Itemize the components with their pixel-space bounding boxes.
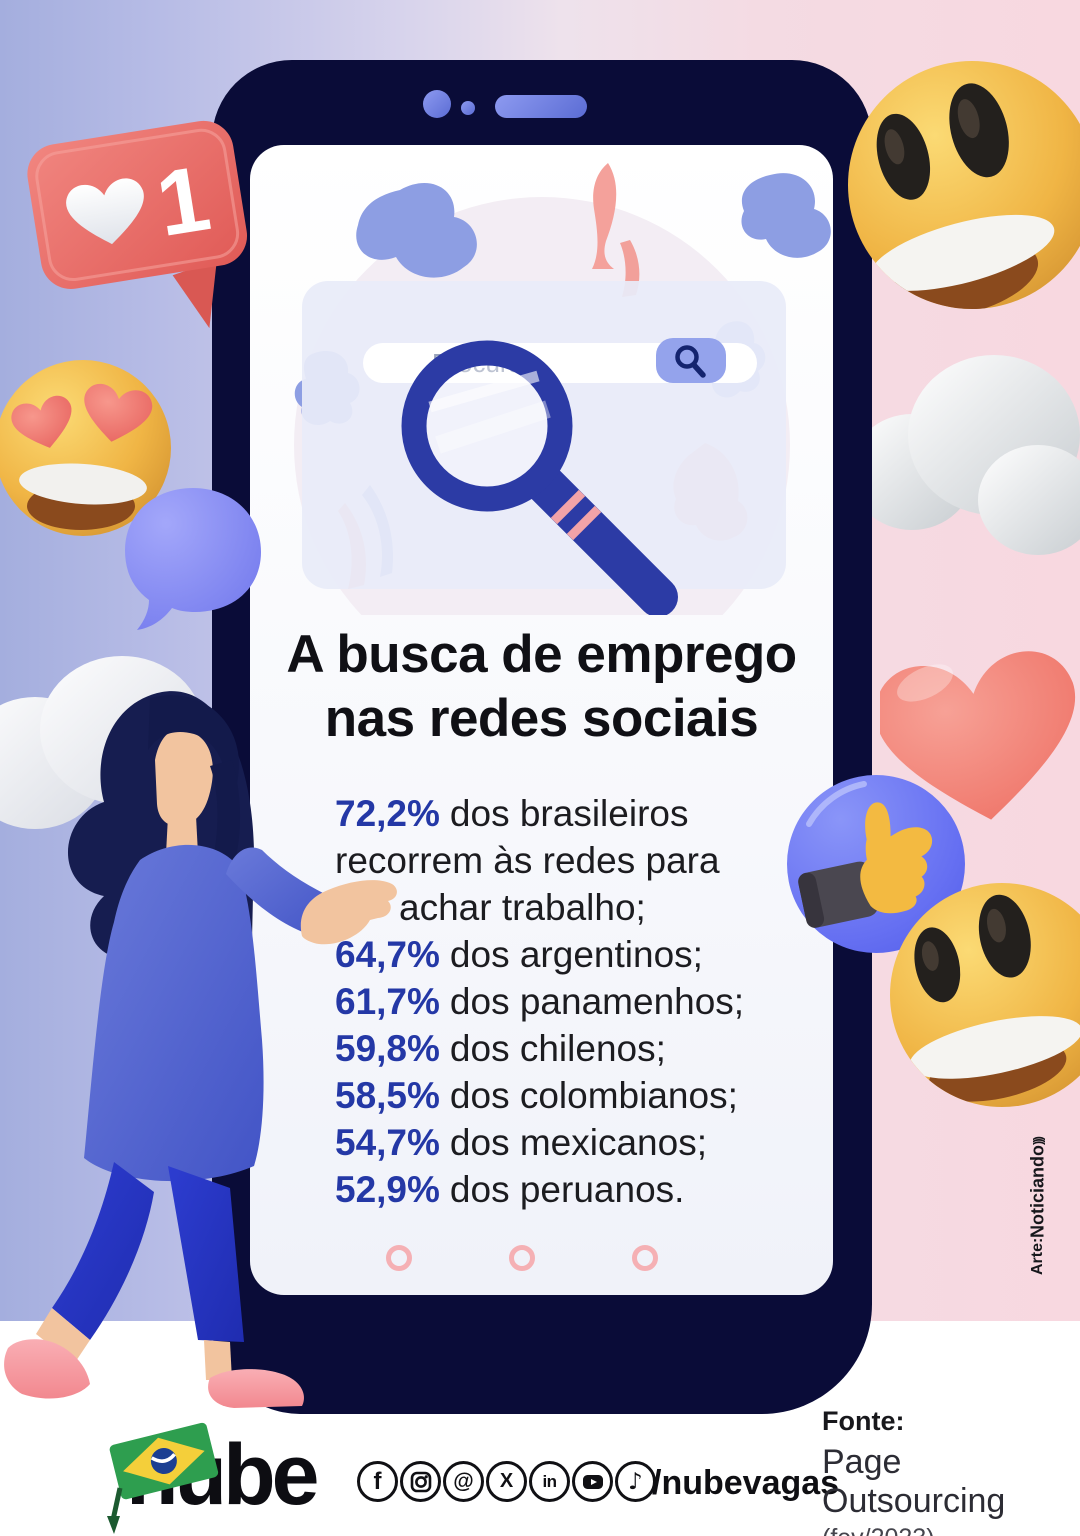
stat-brasileiros-line3: achar trabalho; <box>399 887 646 928</box>
linkedin-icon[interactable]: in <box>529 1461 570 1502</box>
credit-name: Noticiando <box>1027 1144 1048 1238</box>
ankle-right <box>204 1340 232 1380</box>
magnifier-icon <box>401 340 678 615</box>
hand <box>300 880 397 945</box>
pants-right <box>168 1166 244 1342</box>
speech-bubble-icon <box>125 488 261 630</box>
stat-colombianos: 58,5% dos colombianos; <box>335 1075 738 1116</box>
ankle-left <box>36 1308 90 1364</box>
source-block: Fonte: Page Outsourcing (fev/2023) <box>822 1406 1080 1536</box>
pagination-dot <box>509 1245 535 1271</box>
instagram-icon[interactable] <box>400 1461 441 1502</box>
stat-argentinos: 64,7% dos argentinos; <box>335 934 703 975</box>
shoe-right <box>208 1369 304 1408</box>
stat-mexicanos: 54,7% dos mexicanos; <box>335 1122 707 1163</box>
pagination-dot <box>386 1245 412 1271</box>
woman-illustration <box>4 691 397 1408</box>
facebook-icon[interactable]: f <box>357 1461 398 1502</box>
heart-icon <box>66 178 144 245</box>
pagination-dot <box>632 1245 658 1271</box>
brazil-flag-icon <box>107 1422 219 1534</box>
torso <box>84 844 264 1182</box>
phone-camera-icon <box>423 90 451 118</box>
source-label: Fonte: <box>822 1406 905 1436</box>
credit-label: Arte: <box>1029 1237 1046 1275</box>
stat-panamenhos: 61,7% dos panamenhos; <box>335 981 745 1022</box>
face <box>155 729 213 827</box>
tiktok-icon[interactable]: ♪ <box>615 1461 656 1502</box>
like-notification-icon: 1 <box>27 120 248 329</box>
phone-speaker-icon <box>495 95 587 118</box>
search-button-magnifier-icon <box>675 345 706 378</box>
phone-camera-dot-icon <box>461 101 475 115</box>
phone-screen: Procurar... A busca de emprego nas r <box>250 145 833 1295</box>
search-illustration: Procurar... <box>294 163 831 615</box>
stat-brasileiros-line2: recorrem às redes para <box>335 840 720 881</box>
title-line2: nas redes sociais <box>324 689 759 748</box>
like-thumb-icon <box>787 775 965 953</box>
grin-emoji-icon <box>890 883 1080 1107</box>
hair-front <box>148 695 239 812</box>
youtube-icon[interactable] <box>572 1461 613 1502</box>
stat-chilenos: 59,8% dos chilenos; <box>335 1028 666 1069</box>
search-button <box>656 338 726 383</box>
phone-mockup: Procurar... A busca de emprego nas r <box>212 60 872 1414</box>
title-line1: A busca de emprego <box>286 625 797 684</box>
smiley-emoji-icon <box>848 61 1080 318</box>
source-name: Page Outsourcing <box>822 1443 1006 1520</box>
threads-icon[interactable]: @ <box>443 1461 484 1502</box>
social-handle[interactable]: /nubevagas <box>652 1464 840 1502</box>
art-credit: Arte: Noticiando))) <box>1020 1115 1056 1275</box>
stats-list: 72,2% dos brasileiros recorrem às redes p… <box>335 790 803 1213</box>
stat-brasileiros: 72,2% dos brasileiros <box>335 793 689 834</box>
signal-icon: ))) <box>1030 1137 1046 1145</box>
stat-peruanos: 52,9% dos peruanos. <box>335 1169 685 1210</box>
cloud-right-icon <box>852 355 1080 555</box>
page-title: A busca de emprego nas redes sociais <box>250 623 833 751</box>
heart-3d-icon <box>880 651 1075 820</box>
social-icons-row: f @ X in ♪ <box>357 1461 656 1502</box>
source-date: (fev/2023) <box>822 1524 1080 1536</box>
pants-left <box>52 1162 154 1340</box>
shoe-left <box>4 1339 90 1399</box>
heart-eyes-emoji-icon <box>0 360 171 536</box>
x-icon[interactable]: X <box>486 1461 527 1502</box>
